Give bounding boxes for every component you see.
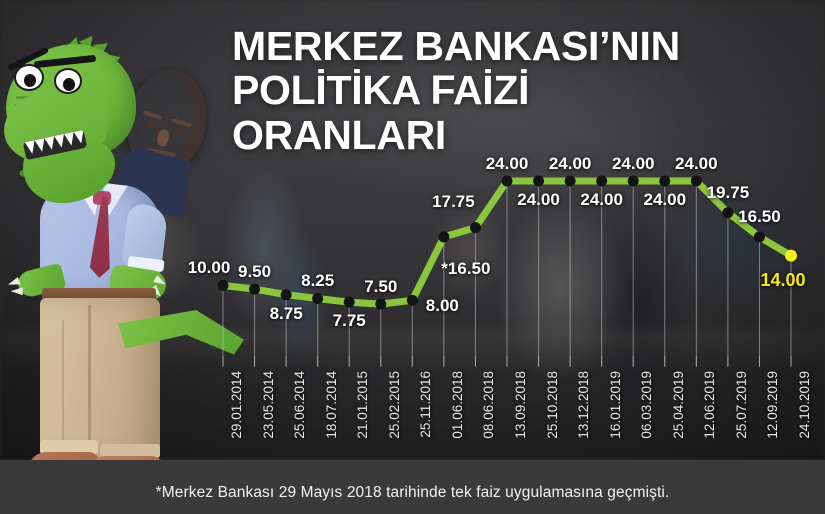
page-title: MERKEZ BANKASI’NIN POLİTİKA FAİZİ ORANLA… xyxy=(232,24,752,157)
title-line-3: ORANLARI xyxy=(232,111,446,158)
chart-value-label: 8.75 xyxy=(269,303,303,323)
chart-x-label: 23.05.2014 xyxy=(260,371,276,439)
chart-x-label: 25.07.2019 xyxy=(733,371,749,439)
mascot-illustration xyxy=(0,0,244,514)
footer-band xyxy=(0,460,825,514)
chart-x-label: 25.06.2014 xyxy=(292,371,308,439)
chart-value-label: 14.00 xyxy=(760,269,806,290)
chart-marker[interactable] xyxy=(722,207,734,219)
chart-marker[interactable] xyxy=(659,175,671,187)
chart-marker[interactable] xyxy=(438,231,450,243)
chart-value-label: 24.00 xyxy=(517,190,560,209)
chart-gridlines xyxy=(222,181,792,366)
chart-x-label: 21.01.2015 xyxy=(355,371,371,439)
chart-x-label: 13.12.2018 xyxy=(576,371,592,439)
chart-value-label: 16.50 xyxy=(738,206,781,226)
chart-x-label: 06.03.2019 xyxy=(639,371,655,439)
chart-x-label: 12.06.2019 xyxy=(702,371,718,439)
chart-x-label: 25.04.2019 xyxy=(670,371,686,439)
trouser-cuff-left xyxy=(40,440,98,454)
chart-x-label: 13.09.2018 xyxy=(513,371,528,439)
chart-value-label: 24.00 xyxy=(611,154,655,173)
chart-marker[interactable] xyxy=(564,175,576,187)
chart-value-label: 19.75 xyxy=(706,182,750,202)
chart-x-label: 12.09.2019 xyxy=(765,371,781,439)
chart-value-label: 7.75 xyxy=(332,311,366,331)
dino-eye-left xyxy=(14,64,44,91)
chart-marker[interactable] xyxy=(753,231,765,243)
chart-value-label: 24.00 xyxy=(485,154,529,173)
chart-x-label: 08.06.2018 xyxy=(481,371,497,439)
chart-marker[interactable] xyxy=(406,294,418,306)
chart-marker[interactable] xyxy=(312,292,324,304)
chart-marker[interactable] xyxy=(690,175,702,187)
chart-marker[interactable] xyxy=(469,222,481,234)
belt xyxy=(42,288,156,301)
dino-eye-right xyxy=(54,68,82,94)
chart-value-label: 17.75 xyxy=(432,191,475,211)
dino-head xyxy=(0,28,150,210)
chart-value-label: 24.00 xyxy=(580,190,623,209)
chart-marker[interactable] xyxy=(217,279,229,291)
chart-x-label: 01.06.2018 xyxy=(449,371,465,439)
chart-value-label: 8.00 xyxy=(425,296,459,316)
chart-marker[interactable] xyxy=(596,175,608,187)
chart-markers xyxy=(217,175,797,310)
chart-marker[interactable] xyxy=(249,283,261,295)
chart-value-label: 10.00 xyxy=(187,258,231,278)
chart-marker-last[interactable] xyxy=(785,249,797,262)
trouser-crease xyxy=(62,320,64,440)
chart-marker[interactable] xyxy=(280,289,292,301)
chart-value-label: 9.50 xyxy=(238,262,272,282)
footnote-text: *Merkez Bankası 29 Mayıs 2018 tarihinde … xyxy=(155,484,670,501)
chart-value-label: 7.50 xyxy=(364,277,398,297)
chart-x-label: 24.10.2019 xyxy=(797,371,812,439)
chart-x-label: 25.10.2018 xyxy=(544,371,560,439)
chart-marker[interactable] xyxy=(343,296,355,308)
trouser-cuff-right xyxy=(100,444,160,458)
title-line-1: MERKEZ BANKASI’NIN xyxy=(232,23,680,69)
chart-value-label: *16.50 xyxy=(441,258,491,278)
chart-x-label: 16.01.2019 xyxy=(607,371,623,439)
chart-x-label: 18.07.2014 xyxy=(323,371,339,439)
chart-marker[interactable] xyxy=(501,175,513,187)
chart-value-label: 24.00 xyxy=(643,190,687,209)
chart-value-label: 24.00 xyxy=(675,154,718,173)
chart-value-label: 24.00 xyxy=(548,154,592,173)
chart-marker[interactable] xyxy=(375,298,387,310)
chart-marker[interactable] xyxy=(533,175,545,187)
chart-value-label: 8.25 xyxy=(301,271,335,291)
title-line-2: POLİTİKA FAİZİ xyxy=(232,67,530,114)
chart-x-label: 29.01.2014 xyxy=(229,371,244,439)
chart-x-ticks xyxy=(222,356,792,367)
trouser-seam xyxy=(88,305,91,445)
chart-x-label: 25.02.2015 xyxy=(386,371,402,439)
chart-x-label: 25.11.2016 xyxy=(418,371,434,438)
chart-marker[interactable] xyxy=(627,175,639,187)
